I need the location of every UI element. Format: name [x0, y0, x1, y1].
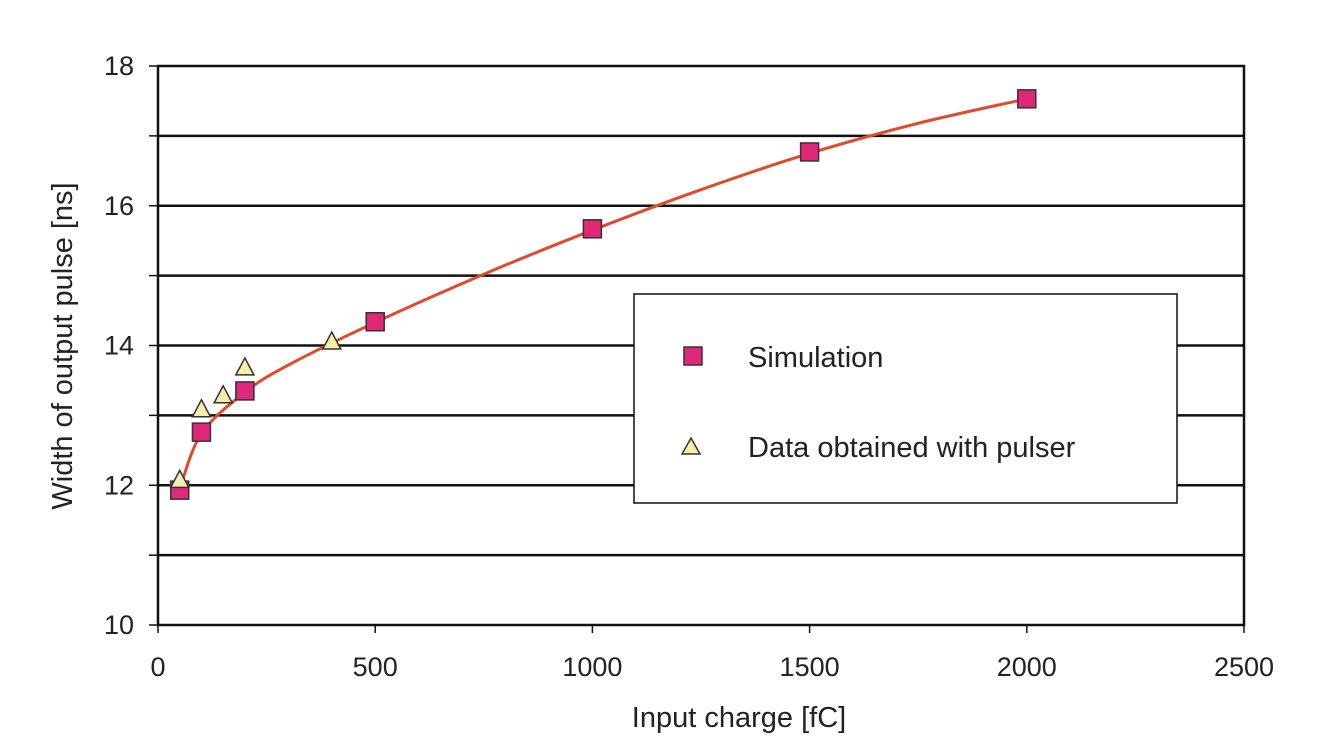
- x-tick-label: 2500: [1214, 652, 1274, 682]
- series-simulation: [169, 89, 1037, 500]
- legend: Simulation Data obtained with pulser: [633, 293, 1178, 504]
- series-pulser-data: [169, 330, 343, 489]
- x-tick-label: 1000: [562, 652, 622, 682]
- x-tick-label: 1500: [780, 652, 840, 682]
- x-axis-title: Input charge [fC]: [632, 702, 846, 734]
- simulation-point: [235, 381, 255, 401]
- simulation-point: [582, 219, 603, 239]
- y-tick-label: 14: [104, 331, 134, 361]
- simulation-point: [799, 142, 820, 162]
- pulser-point: [234, 356, 256, 376]
- legend-label-pulser: Data obtained with pulser: [748, 432, 1076, 464]
- x-axis-ticks: 0 500 1000 1500 2000 2500: [150, 625, 1274, 682]
- pulser-point: [321, 330, 343, 350]
- pulser-point: [169, 468, 190, 489]
- pulser-point: [191, 398, 212, 418]
- simulation-point: [1017, 89, 1037, 109]
- pulser-point: [212, 384, 234, 404]
- y-tick-label: 12: [104, 470, 134, 500]
- legend-triangle-marker: [680, 436, 702, 455]
- simulation-point: [191, 422, 212, 442]
- x-tick-label: 500: [353, 652, 398, 682]
- y-tick-label: 10: [104, 610, 134, 640]
- y-tick-label: 18: [104, 51, 134, 81]
- legend-box: [633, 293, 1178, 504]
- legend-label-simulation: Simulation: [748, 342, 883, 374]
- y-axis-title: Width of output pulse [ns]: [47, 182, 79, 509]
- y-tick-label: 16: [104, 191, 134, 221]
- y-axis-ticks: 10 12 14 16 18: [104, 51, 158, 640]
- legend-square-marker: [683, 346, 703, 366]
- x-tick-label: 0: [150, 652, 165, 682]
- simulation-point: [365, 311, 385, 332]
- x-tick-label: 2000: [997, 652, 1057, 682]
